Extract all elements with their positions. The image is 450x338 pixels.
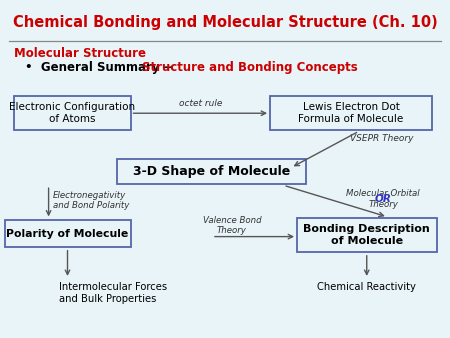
FancyBboxPatch shape	[4, 220, 130, 247]
Text: Chemical Reactivity: Chemical Reactivity	[317, 282, 416, 292]
Text: Bonding Description
of Molecule: Bonding Description of Molecule	[303, 224, 430, 246]
Text: Structure and Bonding Concepts: Structure and Bonding Concepts	[142, 61, 357, 74]
Text: Chemical Bonding and Molecular Structure (Ch. 10): Chemical Bonding and Molecular Structure…	[13, 15, 437, 30]
Text: Intermolecular Forces
and Bulk Properties: Intermolecular Forces and Bulk Propertie…	[58, 282, 166, 304]
FancyBboxPatch shape	[270, 96, 432, 130]
FancyBboxPatch shape	[297, 218, 436, 252]
Text: Lewis Electron Dot
Formula of Molecule: Lewis Electron Dot Formula of Molecule	[298, 102, 404, 124]
Text: octet rule: octet rule	[179, 99, 222, 108]
Text: •  General Summary --: • General Summary --	[25, 61, 177, 74]
Text: Molecular Orbital
Theory: Molecular Orbital Theory	[346, 189, 420, 209]
FancyBboxPatch shape	[117, 159, 306, 184]
Text: OR: OR	[375, 194, 392, 204]
Text: VSEPR Theory: VSEPR Theory	[350, 134, 414, 143]
FancyBboxPatch shape	[14, 96, 130, 130]
Text: Molecular Structure: Molecular Structure	[14, 47, 145, 59]
Text: Polarity of Molecule: Polarity of Molecule	[6, 228, 129, 239]
Text: Valence Bond
Theory: Valence Bond Theory	[202, 216, 261, 235]
Text: 3-D Shape of Molecule: 3-D Shape of Molecule	[133, 165, 290, 178]
Text: Electronegativity
and Bond Polarity: Electronegativity and Bond Polarity	[53, 191, 130, 210]
Text: Electronic Configuration
of Atoms: Electronic Configuration of Atoms	[9, 102, 135, 124]
